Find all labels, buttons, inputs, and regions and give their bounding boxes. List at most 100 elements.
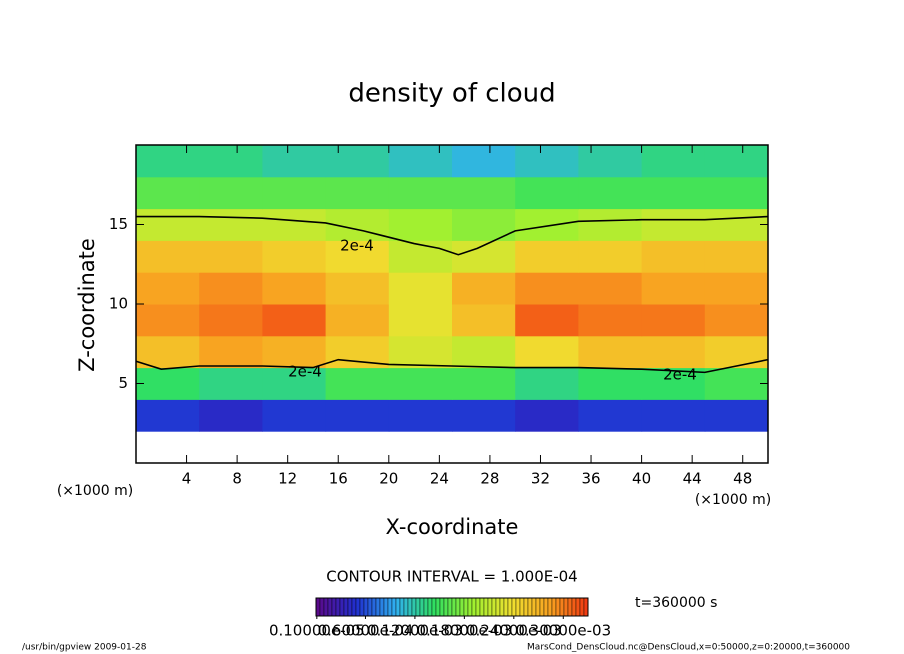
colorbar-tick-label: 0.24000e-03 [466, 622, 562, 640]
cell [199, 399, 263, 432]
cell [578, 367, 643, 400]
cell [199, 304, 263, 337]
y-tick-label: 10 [109, 295, 128, 313]
cell [388, 176, 453, 210]
x-unit: (×1000 m) [695, 492, 771, 508]
colorbar-segment [327, 597, 333, 617]
colorbar-segment [443, 597, 449, 617]
colorbar-segment [467, 597, 473, 617]
cell [452, 399, 516, 432]
colorbar-segment [447, 597, 453, 617]
colorbar-segment [515, 597, 521, 617]
cell [578, 335, 643, 369]
x-tick-label: 32 [531, 470, 550, 488]
y-unit: (×1000 m) [57, 483, 133, 499]
cell [641, 176, 706, 210]
colorbar-segment [359, 597, 365, 617]
colorbar-segment [423, 597, 429, 617]
cell [199, 335, 263, 369]
cell [515, 208, 579, 241]
colorbar-segment [335, 597, 341, 617]
cell [704, 208, 769, 241]
x-tick-label: 40 [632, 470, 651, 488]
cell [325, 272, 390, 305]
x-tick-label: 16 [329, 470, 348, 488]
colorbar-segment [355, 597, 361, 617]
colorbar-segment [439, 597, 445, 617]
cell [199, 208, 263, 241]
colorbar-segment [483, 597, 489, 617]
cell [136, 145, 200, 178]
cell [452, 335, 516, 369]
cell [136, 304, 200, 337]
colorbar-segment [523, 597, 529, 617]
cell [325, 399, 390, 432]
x-tick-label: 36 [581, 470, 600, 488]
cell [641, 335, 706, 369]
colorbar-segment [395, 597, 401, 617]
colorbar-segment [579, 597, 585, 617]
cell [641, 208, 706, 241]
colorbar-segment [371, 597, 377, 617]
colorbar-segment [535, 597, 541, 617]
field [136, 145, 769, 432]
colorbar-segment [575, 597, 581, 617]
colorbar-segment [427, 597, 433, 617]
colorbar-segment [411, 597, 417, 617]
y-axis-label: Z-coordinate [75, 238, 99, 372]
x-tick-label: 44 [683, 470, 702, 488]
contour-label: 2e-4 [663, 366, 697, 384]
cell [515, 399, 579, 432]
cell [515, 240, 579, 273]
colorbar-tick-label: 0.10000e-05 [269, 622, 365, 640]
contour-label: 2e-4 [288, 363, 322, 381]
colorbar-segment [547, 597, 553, 617]
cell [262, 399, 327, 432]
colorbar-segment [315, 597, 321, 617]
cell [452, 272, 516, 305]
colorbar-segment [431, 597, 437, 617]
colorbar-segment [563, 597, 569, 617]
colorbar-segment [339, 597, 345, 617]
colorbar-segment [519, 597, 525, 617]
colorbar-segment [463, 597, 469, 617]
colorbar-segment [583, 597, 589, 617]
colorbar-tick-label: 0.30000e-03 [515, 622, 611, 640]
colorbar-segment [499, 597, 505, 617]
colorbar-segment [419, 597, 425, 617]
colorbar-segment [407, 597, 413, 617]
y-tick-label: 15 [109, 215, 128, 233]
cell [388, 367, 453, 400]
cell [262, 240, 327, 273]
colorbar-segment [323, 597, 329, 617]
colorbar-segment [539, 597, 545, 617]
cell [262, 335, 327, 369]
time-label: t=360000 s [635, 595, 717, 611]
cell [704, 240, 769, 273]
colorbar-segment [555, 597, 561, 617]
cell [136, 208, 200, 241]
footer-left: /usr/bin/gpview 2009-01-28 [22, 643, 147, 653]
cell [515, 304, 579, 337]
x-tick-label: 24 [430, 470, 449, 488]
x-tick-label: 20 [379, 470, 398, 488]
x-tick-label: 8 [232, 470, 242, 488]
cell [578, 399, 643, 432]
cell [388, 304, 453, 337]
colorbar-segment [471, 597, 477, 617]
overlay: 2e-42e-4 2e-44 8 12 16 20 24 28 32 36 40 44 48510150… [109, 144, 769, 640]
cell [262, 145, 327, 178]
cell [262, 176, 327, 210]
footer-right: MarsCond_DensCloud.nc@DensCloud,x=0:5000… [527, 643, 850, 653]
cell [641, 145, 706, 178]
cell [388, 335, 453, 369]
colorbar-segment [367, 597, 373, 617]
cell [262, 272, 327, 305]
colorbar-segment [347, 597, 353, 617]
cell [262, 304, 327, 337]
cell [641, 240, 706, 273]
colorbar-segment [531, 597, 537, 617]
cell [578, 272, 643, 305]
colorbar-segment [351, 597, 357, 617]
cell [388, 145, 453, 178]
